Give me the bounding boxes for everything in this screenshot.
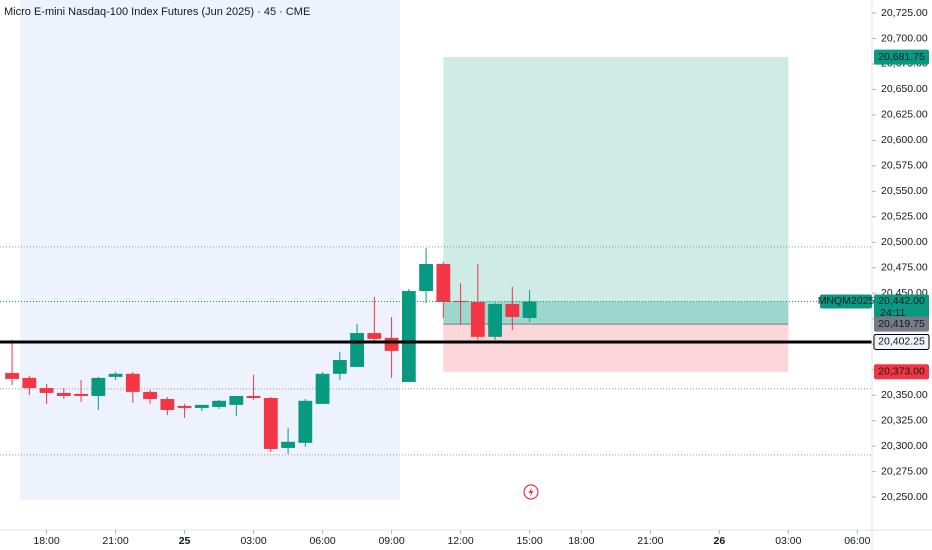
y-tick-label: 20,500.00: [881, 236, 928, 248]
target-label-box: [874, 49, 929, 65]
entry-label-box: [874, 316, 929, 332]
candle-body: [350, 333, 364, 367]
y-tick-label: 20,725.00: [881, 7, 928, 19]
candle-body: [229, 395, 244, 405]
stop-label: 20,373.00: [874, 364, 929, 380]
symbol-box: [820, 294, 872, 309]
target-label: 20,681.75: [874, 49, 929, 65]
x-tick-label: 03:00: [240, 535, 266, 547]
candle-body: [91, 377, 106, 396]
candle-body: [194, 404, 209, 408]
y-tick-label: 20,600.00: [881, 134, 928, 146]
y-tick-label: 20,275.00: [881, 465, 928, 477]
x-tick-label: 21:00: [102, 535, 128, 547]
labels-layer: 20,681.7520,442.0024:11MNQM202520,419.75…: [818, 49, 930, 380]
chart-title: Micro E-mini Nasdaq-100 Index Futures (J…: [4, 6, 310, 18]
candle-body: [5, 373, 19, 379]
candle-body: [488, 303, 502, 337]
candle-body: [246, 395, 261, 399]
candle-body: [419, 263, 433, 291]
y-tick-label: 20,575.00: [881, 160, 928, 172]
x-tick-label: 25: [179, 535, 191, 547]
y-tick-label: 20,650.00: [881, 83, 928, 95]
candle-body: [160, 399, 175, 410]
candle-body: [177, 405, 192, 408]
y-tick-label: 20,250.00: [881, 491, 928, 503]
lines-layer: [0, 300, 872, 344]
y-tick-label: 20,525.00: [881, 211, 928, 223]
candle-body: [74, 393, 88, 396]
candle-body: [39, 388, 54, 393]
x-tick-label: 26: [713, 535, 725, 547]
candle-body: [108, 373, 123, 377]
horizontal-line-label-text: 20,402.25: [878, 336, 925, 348]
countdown-text: 24:11: [880, 307, 906, 319]
candle-body: [298, 400, 313, 443]
stop-label-text: 20,373.00: [878, 366, 925, 378]
icon-bolt: [528, 487, 534, 497]
candle-body: [281, 441, 295, 448]
horizontal-line-label-box: [873, 333, 930, 350]
candle-body: [522, 301, 537, 318]
y-tick-label: 20,300.00: [881, 440, 928, 452]
x-tick-label: 18:00: [568, 535, 594, 547]
x-tick-label: 06:00: [309, 535, 335, 547]
stop-label-box: [874, 364, 929, 380]
candles-layer: [5, 247, 537, 454]
target-zone: [443, 57, 789, 325]
y-tick-label: 20,475.00: [881, 262, 928, 274]
candle-body: [436, 263, 451, 302]
icon-circle: [523, 484, 539, 500]
y-tick-label: 20,700.00: [881, 32, 928, 44]
last-price-box: [874, 294, 929, 321]
candle-body: [125, 373, 140, 392]
entry-label-text: 20,419.75: [878, 318, 925, 330]
symbol-text: MNQM2025: [818, 295, 875, 307]
y-tick-label: 20,325.00: [881, 414, 928, 426]
candle-body: [453, 300, 468, 302]
entry-label: 20,419.75: [874, 316, 929, 332]
candle-body: [332, 360, 347, 374]
y-tick-label: 20,550.00: [881, 185, 928, 197]
x-tick-label: 18:00: [33, 535, 59, 547]
y-tick-label: 20,350.00: [881, 389, 928, 401]
x-tick-label: 03:00: [775, 535, 801, 547]
x-tick-label: 09:00: [378, 535, 404, 547]
x-tick-label: 06:00: [844, 535, 870, 547]
candle-body: [315, 373, 330, 404]
lightning-icon[interactable]: [523, 484, 539, 500]
horizontal-line-label: 20,402.25: [873, 333, 930, 350]
candle-body: [384, 337, 399, 351]
candle-body: [263, 398, 278, 449]
candle-body: [470, 301, 485, 337]
x-tick-label: 12:00: [447, 535, 473, 547]
candle-body: [143, 391, 157, 400]
y-tick-label: 20,625.00: [881, 109, 928, 121]
x-tick-label: 15:00: [516, 535, 542, 547]
target-label-text: 20,681.75: [878, 51, 925, 63]
candle-body: [212, 400, 226, 407]
last-price-text: 20,442.00: [878, 295, 925, 307]
candle-body: [56, 392, 71, 396]
candle-body: [22, 377, 37, 389]
candle-body: [505, 303, 520, 317]
candle-body: [367, 333, 382, 339]
candle-body: [401, 290, 416, 382]
session-shading: [20, 0, 400, 500]
x-tick-label: 21:00: [637, 535, 663, 547]
grid-layer: [0, 246, 872, 456]
